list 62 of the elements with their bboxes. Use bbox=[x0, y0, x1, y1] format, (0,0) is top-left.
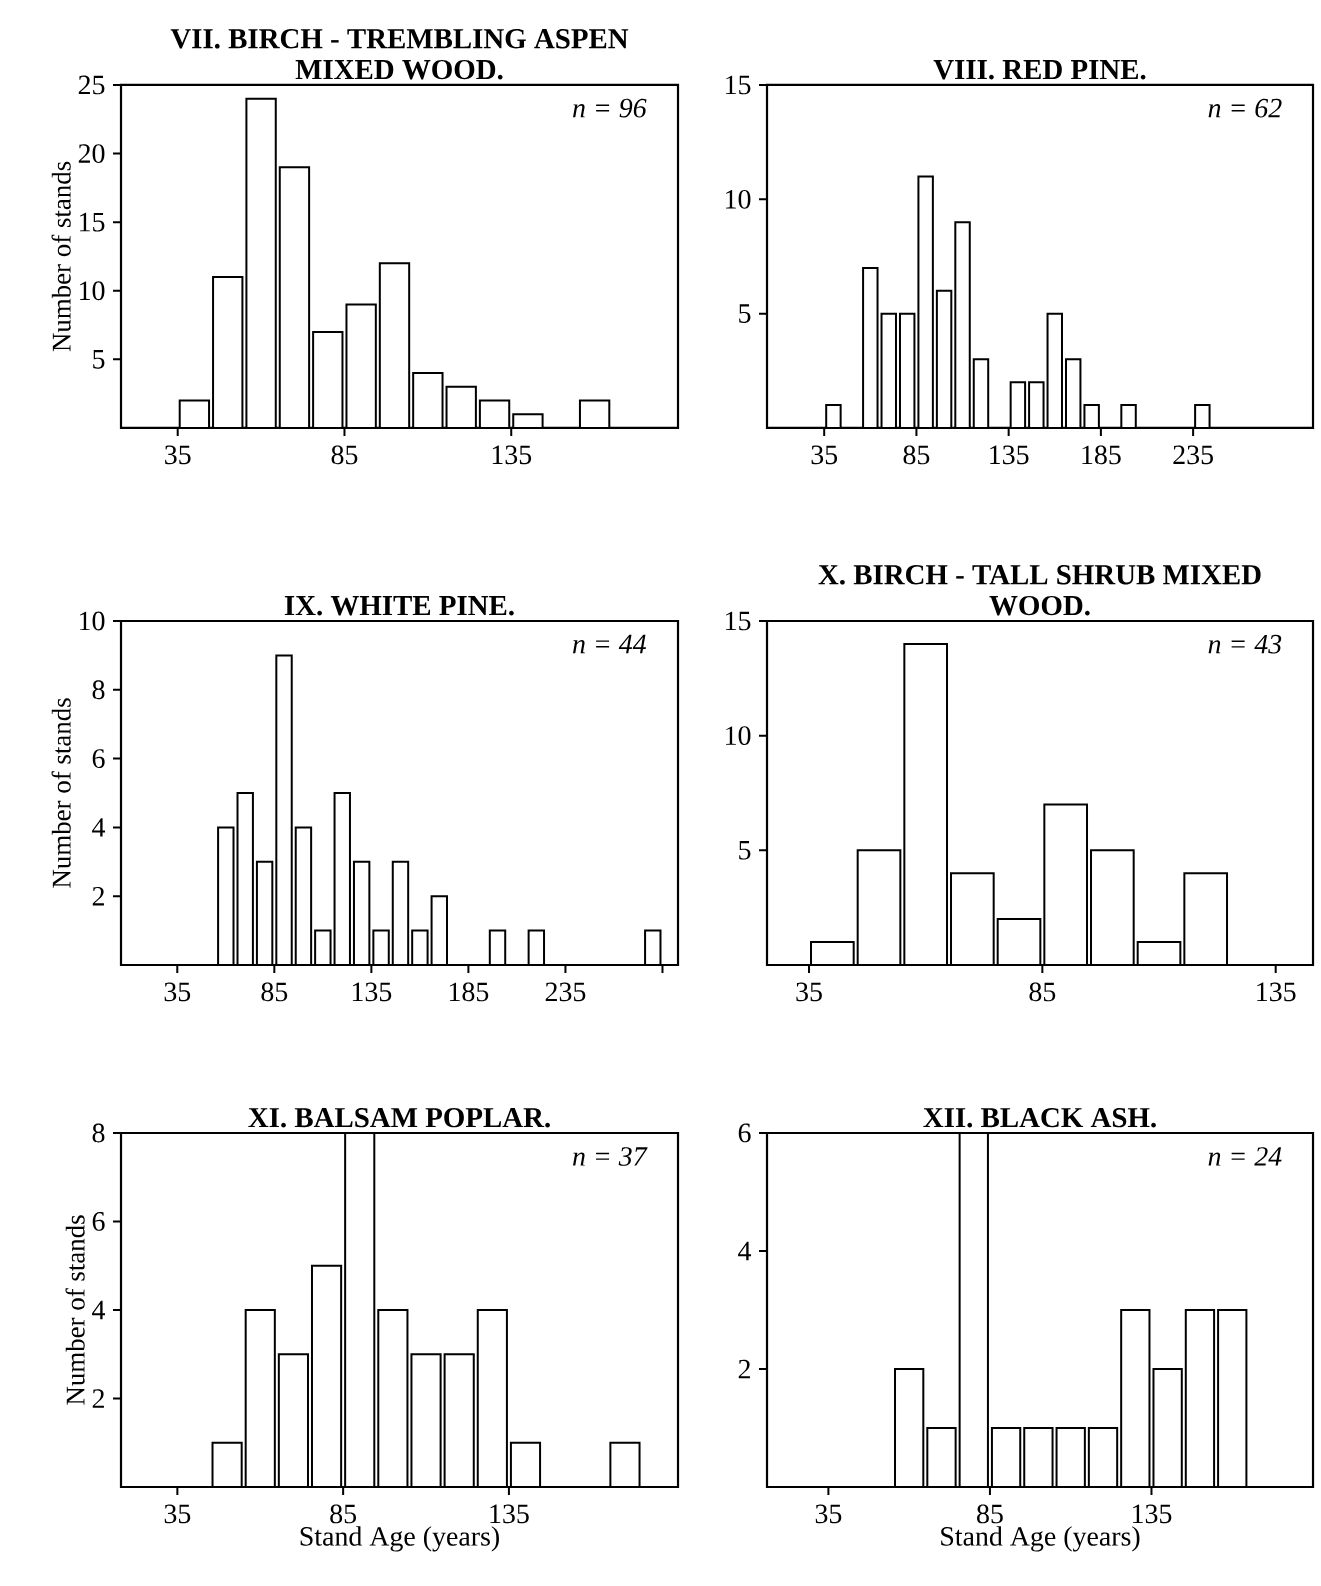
x-tick-label: 35 bbox=[164, 982, 191, 1002]
x-tick-label: 85 bbox=[977, 1504, 1003, 1524]
x-tick-label: 35 bbox=[165, 445, 191, 465]
y-tick-label: 2 bbox=[738, 1359, 750, 1379]
chart-title: X. BIRCH - TALL SHRUB MIXED WOOD. bbox=[818, 565, 1261, 616]
y-axis-title: Number of stands bbox=[51, 161, 71, 352]
y-tick-label: 2 bbox=[92, 886, 104, 906]
x-tick-label: 185 bbox=[1082, 445, 1121, 465]
chart-title: XII. BLACK ASH. bbox=[923, 1107, 1156, 1128]
x-tick-label: 85 bbox=[903, 445, 930, 465]
x-tick-label: 135 bbox=[990, 445, 1029, 465]
y-tick-label: 10 bbox=[80, 611, 105, 631]
x-tick-label: 85 bbox=[1029, 982, 1056, 1002]
chart-title: VIII. RED PINE. bbox=[933, 60, 1146, 80]
x-tick-label: 85 bbox=[261, 982, 288, 1002]
x-tick-label: 135 bbox=[1257, 982, 1296, 1002]
chart-title: IX. WHITE PINE. bbox=[284, 596, 514, 616]
y-tick-label: 10 bbox=[726, 726, 751, 746]
y-tick-label: 6 bbox=[92, 749, 105, 768]
x-tick-label: 135 bbox=[352, 982, 392, 1002]
y-tick-label: 10 bbox=[80, 281, 105, 301]
x-tick-label: 85 bbox=[331, 445, 358, 465]
x-tick-label: 35 bbox=[815, 1504, 842, 1524]
x-tick-label: 35 bbox=[164, 1504, 191, 1524]
y-tick-label: 2 bbox=[92, 1389, 104, 1408]
chart-title: VII. BIRCH - TREMBLING ASPEN MIXED WOOD. bbox=[170, 29, 629, 80]
y-tick-label: 15 bbox=[726, 611, 751, 631]
y-tick-label: 15 bbox=[80, 212, 105, 232]
y-axis-title: Number of stands bbox=[51, 698, 71, 888]
x-tick-label: 35 bbox=[811, 445, 838, 465]
y-tick-label: 4 bbox=[738, 1241, 752, 1261]
y-axis-title: Number of stands bbox=[65, 1215, 85, 1405]
x-tick-label: 235 bbox=[545, 982, 586, 1002]
y-tick-label: 6 bbox=[738, 1123, 751, 1143]
y-tick-label: 15 bbox=[726, 75, 751, 95]
annotation: n = 37 bbox=[573, 1147, 648, 1166]
y-tick-label: 5 bbox=[93, 350, 105, 369]
x-tick-label: 135 bbox=[1133, 1504, 1172, 1524]
annotation: n = 62 bbox=[1208, 98, 1282, 118]
annotation: n = 43 bbox=[1208, 634, 1282, 654]
y-tick-label: 4 bbox=[92, 1300, 106, 1320]
y-tick-label: 5 bbox=[739, 304, 751, 323]
x-axis-title: Stand Age (years) bbox=[941, 1526, 1140, 1552]
x-tick-label: 135 bbox=[492, 445, 532, 465]
chart-title: XI. BALSAM POPLAR. bbox=[248, 1107, 550, 1128]
annotation: n = 44 bbox=[573, 634, 647, 654]
x-tick-label: 85 bbox=[330, 1504, 356, 1524]
y-tick-label: 5 bbox=[739, 841, 751, 860]
x-tick-label: 135 bbox=[490, 1504, 529, 1524]
y-tick-label: 8 bbox=[92, 680, 105, 700]
annotation: n = 96 bbox=[573, 98, 647, 118]
x-tick-label: 185 bbox=[449, 982, 489, 1002]
y-tick-label: 4 bbox=[92, 818, 106, 837]
x-axis-title: Stand Age (years) bbox=[300, 1526, 499, 1552]
x-tick-label: 235 bbox=[1173, 445, 1213, 465]
y-tick-label: 6 bbox=[92, 1212, 105, 1231]
annotation: n = 24 bbox=[1208, 1147, 1282, 1166]
y-tick-label: 10 bbox=[726, 189, 751, 209]
y-tick-label: 25 bbox=[78, 75, 105, 95]
x-tick-label: 35 bbox=[796, 982, 822, 1002]
y-tick-label: 8 bbox=[92, 1123, 105, 1143]
y-tick-label: 20 bbox=[78, 144, 105, 163]
